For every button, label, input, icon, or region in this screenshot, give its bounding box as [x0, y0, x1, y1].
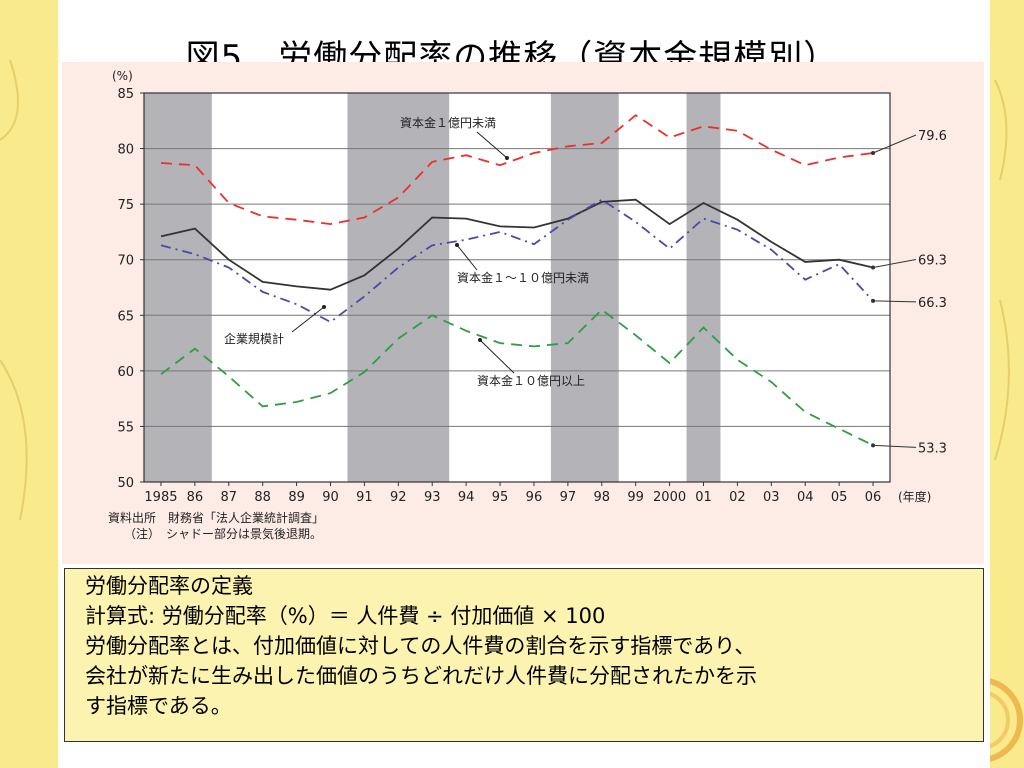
- x-tick-label: 99: [627, 490, 644, 505]
- end-label-leader: [873, 444, 917, 448]
- x-unit-label: (年度): [898, 489, 931, 504]
- recession-shading: [686, 93, 721, 482]
- annotation-arrow: [291, 306, 325, 333]
- x-tick-label: 98: [593, 490, 610, 505]
- annotation-arrow: [479, 339, 515, 374]
- end-label-leader: [872, 259, 917, 268]
- y-tick-label: 70: [117, 254, 134, 269]
- y-tick-label: 65: [117, 309, 134, 324]
- series-line: [160, 308, 874, 447]
- definition-box: 労働分配率の定義 計算式: 労働分配率（%）＝ 人件費 ÷ 付加価値 × 100…: [64, 568, 984, 742]
- x-tick-label: 93: [424, 490, 441, 505]
- series-annotation: 企業規模計: [224, 331, 284, 346]
- x-tick-label: 06: [865, 490, 882, 505]
- plot-background: [144, 93, 890, 482]
- annotation-arrow-head: [478, 338, 482, 342]
- end-value-label: 66.3: [918, 296, 947, 311]
- recession-shading: [347, 93, 450, 482]
- y-tick-label: 60: [117, 365, 134, 380]
- y-tick-label: 50: [117, 476, 134, 491]
- chart-area: 50 55 60 65 70 75 80 85 1985 86 87 88 89 90 91 92 93 94 95…: [62, 62, 984, 564]
- end-value-label: 69.3: [918, 253, 947, 268]
- annotation-arrow-head: [322, 305, 326, 309]
- line-chart: 50 55 60 65 70 75 80 85 1985 86 87 88 89 90 91 92 93 94 95…: [108, 69, 947, 541]
- x-tick-label: 04: [797, 490, 814, 505]
- series-line: [160, 198, 874, 324]
- chart-note: （注） シャドー部分は景気後退期。: [124, 526, 322, 541]
- y-tick-label: 80: [117, 143, 134, 158]
- y-tick-label: 75: [117, 198, 134, 213]
- recession-shading: [550, 93, 619, 482]
- end-point-marker: [871, 298, 876, 303]
- x-tick-label: 2000: [653, 490, 686, 505]
- y-unit-label: (%): [112, 69, 133, 83]
- x-tick-label: 91: [356, 490, 373, 505]
- end-label-leader: [872, 134, 917, 154]
- definition-body-line: 会社が新たに生み出した価値のうちどれだけ人件費に分配されたかを示: [85, 664, 757, 688]
- annotation-arrow: [476, 131, 508, 159]
- x-tick-label: 97: [560, 490, 577, 505]
- x-tick-label: 92: [390, 490, 407, 505]
- series-line: [160, 114, 874, 226]
- end-point-marker: [871, 265, 876, 270]
- end-label-leader: [873, 300, 917, 303]
- x-tick-label: 86: [187, 490, 204, 505]
- definition-body-line: す指標である。: [85, 694, 232, 718]
- annotation-arrow: [456, 244, 478, 271]
- y-tick-label: 55: [117, 420, 134, 435]
- x-tick-label: 95: [492, 490, 509, 505]
- x-tick-label: 87: [220, 490, 237, 505]
- recession-shading: [144, 93, 212, 482]
- series-annotation: 資本金１０億円以上: [477, 373, 585, 388]
- end-value-label: 79.6: [918, 129, 947, 144]
- end-point-marker: [871, 443, 876, 448]
- series-annotation: 資本金１～１０億円未満: [457, 270, 589, 285]
- x-tick-label: 94: [458, 490, 475, 505]
- x-tick-label: 89: [288, 490, 305, 505]
- definition-heading: 労働分配率の定義: [85, 574, 253, 598]
- series-annotation: 資本金１億円未満: [400, 115, 496, 130]
- x-tick-label: 03: [763, 490, 780, 505]
- x-tick-label: 1985: [144, 490, 177, 505]
- x-tick-label: 88: [254, 490, 271, 505]
- x-tick-label: 96: [526, 490, 543, 505]
- plot-frame: [143, 92, 891, 483]
- chart-source: 資料出所 財務省「法人企業統計調査」: [108, 510, 324, 525]
- y-tick-label: 85: [117, 87, 134, 102]
- x-tick-label: 02: [729, 490, 746, 505]
- definition-formula: 計算式: 労働分配率（%）＝ 人件費 ÷ 付加価値 × 100: [85, 604, 606, 628]
- definition-body-line: 労働分配率とは、付加価値に対しての人件費の割合を示す指標であり、: [85, 634, 756, 658]
- annotation-arrow-head: [505, 156, 509, 160]
- annotation-arrow-head: [455, 243, 459, 247]
- x-tick-label: 05: [831, 490, 848, 505]
- series-line: [160, 198, 874, 291]
- end-value-label: 53.3: [918, 441, 947, 456]
- end-point-marker: [871, 151, 876, 156]
- x-tick-label: 90: [322, 490, 339, 505]
- x-tick-label: 01: [695, 490, 712, 505]
